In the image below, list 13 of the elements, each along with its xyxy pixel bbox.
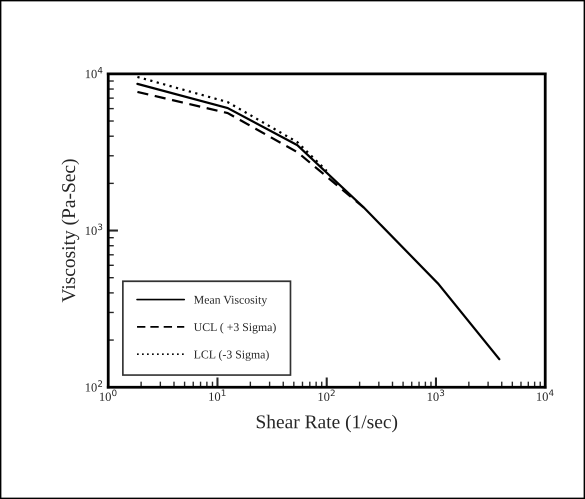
y-tick-label: 10$^{3}$ (86, 224, 102, 235)
legend-label: UCL ( +3 Sigma) (194, 322, 276, 334)
x-tick-label: 10$^{2}$ (318, 390, 335, 401)
x-tick-label: 10$^{1}$ (209, 390, 226, 401)
x-tick-label: 10$^{4}$ (537, 390, 554, 401)
y-axis-title: Viscosity (Pa-Sec) (61, 159, 80, 302)
y-tick-label: 10$^{2}$ (86, 380, 102, 392)
x-tick-label: 10$^{0}$ (100, 390, 117, 401)
legend-label: LCL (-3 Sigma) (194, 350, 269, 361)
x-tick-label: 10$^{3}$ (428, 390, 444, 401)
legend-label: Mean Viscosity (194, 296, 268, 306)
y-tick-label: 10$^{4}$ (86, 66, 102, 78)
x-axis-title: Shear Rate (1/sec) (256, 414, 398, 432)
